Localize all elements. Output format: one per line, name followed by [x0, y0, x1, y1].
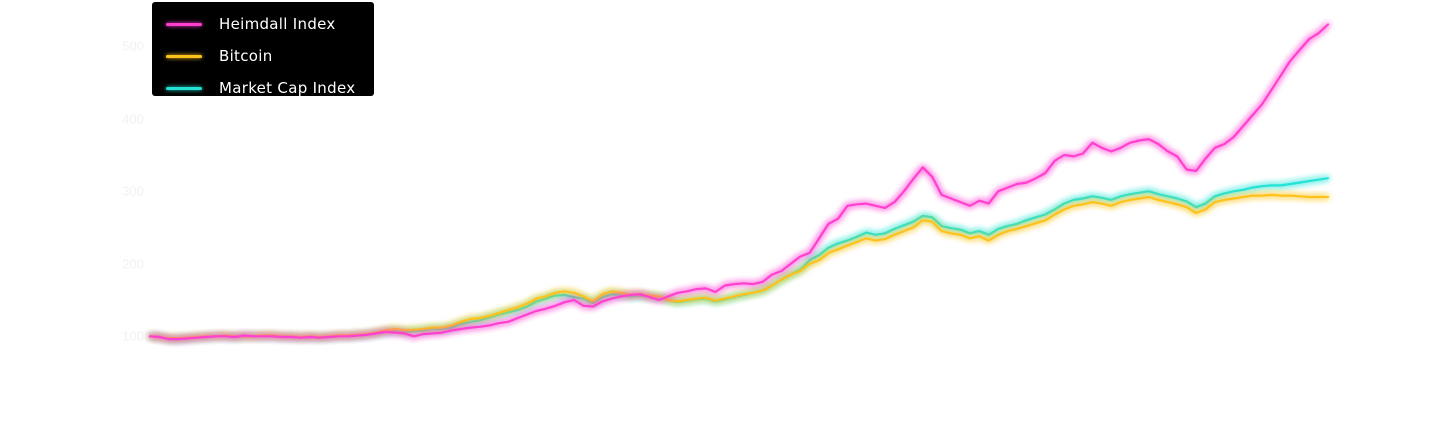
- y-tick-label: 400: [122, 111, 144, 127]
- legend-swatch-bitcoin: [166, 54, 202, 58]
- legend-label-bitcoin: Bitcoin: [219, 47, 273, 65]
- line-chart: [148, 23, 1330, 341]
- series-line-bitcoin: [148, 193, 1330, 340]
- series-line-market-cap: [148, 177, 1330, 341]
- chart-legend: Heimdall Index Bitcoin Market Cap Index: [152, 2, 374, 97]
- legend-item-bitcoin[interactable]: Bitcoin: [166, 40, 360, 72]
- y-tick-label: 100: [122, 328, 144, 344]
- y-tick-label: 500: [122, 38, 144, 54]
- legend-label-market-cap: Market Cap Index: [219, 79, 356, 97]
- legend-label-heimdall: Heimdall Index: [219, 15, 336, 33]
- legend-swatch-heimdall: [166, 22, 202, 26]
- y-tick-label: 300: [122, 183, 144, 199]
- series-lines: [148, 23, 1330, 341]
- y-tick-label: 200: [122, 256, 144, 272]
- legend-item-market-cap[interactable]: Market Cap Index: [166, 72, 360, 104]
- series-line-heimdall: [148, 23, 1330, 341]
- legend-swatch-market-cap: [166, 86, 202, 90]
- legend-item-heimdall[interactable]: Heimdall Index: [166, 8, 360, 40]
